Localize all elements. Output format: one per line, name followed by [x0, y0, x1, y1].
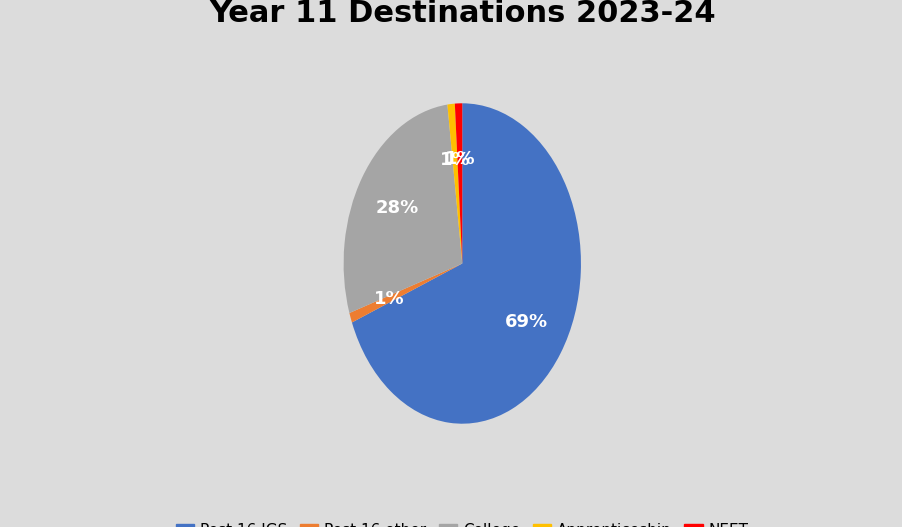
Legend: Post 16 IGS, Post 16 other, College, Apprenticeship, NEET: Post 16 IGS, Post 16 other, College, App… [170, 517, 755, 527]
Wedge shape [349, 264, 462, 323]
Wedge shape [344, 104, 462, 313]
Text: 1%: 1% [439, 151, 470, 169]
Text: 1%: 1% [445, 150, 475, 169]
Text: 69%: 69% [504, 313, 548, 331]
Title: Year 11 Destinations 2023-24: Year 11 Destinations 2023-24 [209, 0, 715, 28]
Wedge shape [455, 103, 463, 264]
Text: 1%: 1% [374, 290, 405, 308]
Text: 28%: 28% [375, 199, 419, 217]
Wedge shape [447, 104, 462, 264]
Wedge shape [352, 103, 581, 424]
